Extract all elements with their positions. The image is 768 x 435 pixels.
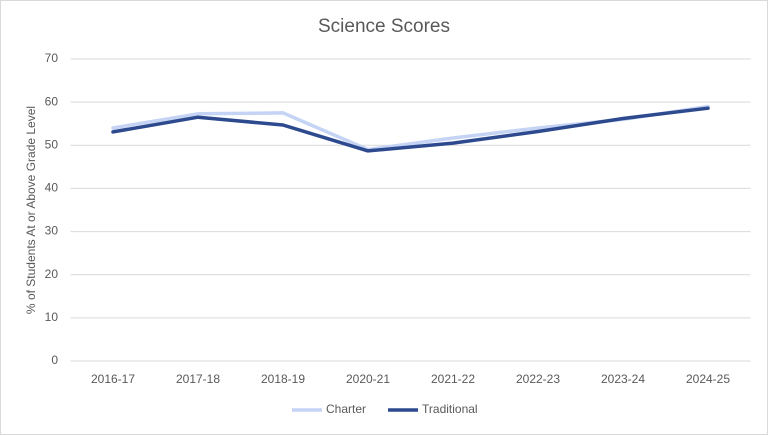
y-axis-label: % of Students At or Above Grade Level <box>24 106 38 314</box>
y-tick-label: 50 <box>45 137 59 151</box>
y-tick-label: 40 <box>45 181 59 195</box>
y-tick-label: 0 <box>51 353 58 367</box>
chart-title: Science Scores <box>318 16 450 37</box>
x-tick-label: 2018-19 <box>261 372 305 386</box>
y-tick-label: 60 <box>45 94 59 108</box>
legend-label: Charter <box>326 402 366 416</box>
y-tick-label: 70 <box>45 51 59 65</box>
x-tick-label: 2024-25 <box>686 372 730 386</box>
x-tick-label: 2020-21 <box>346 372 390 386</box>
x-tick-label: 2023-24 <box>601 372 645 386</box>
legend-label: Traditional <box>422 402 478 416</box>
y-tick-label: 10 <box>45 310 59 324</box>
x-tick-label: 2016-17 <box>91 372 135 386</box>
x-tick-label: 2017-18 <box>176 372 220 386</box>
line-series <box>111 106 710 153</box>
x-tick-label: 2021-22 <box>431 372 475 386</box>
y-tick-label: 30 <box>45 224 59 238</box>
x-tick-label: 2022-23 <box>516 372 560 386</box>
y-tick-label: 20 <box>45 267 59 281</box>
